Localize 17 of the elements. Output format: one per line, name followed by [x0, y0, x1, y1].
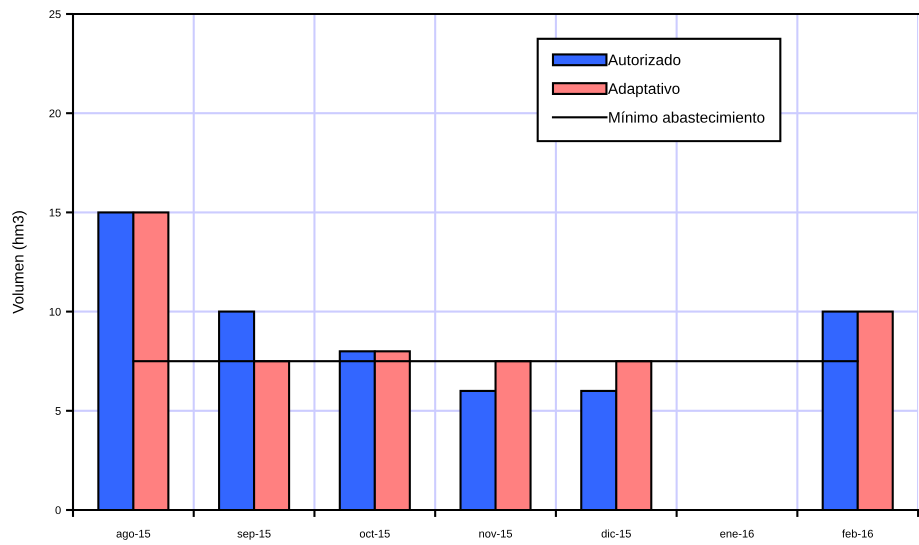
legend-label: Mínimo abastecimiento [609, 111, 764, 123]
y-tick-label: 0 [55, 506, 61, 514]
y-tick-label: 15 [50, 208, 61, 217]
x-tick-label: feb-16 [842, 529, 873, 538]
x-tick-label: dic-15 [602, 529, 631, 538]
x-tick-label: nov-15 [479, 530, 512, 538]
y-axis-title: Volumen (hm3) [12, 211, 27, 314]
legend-label: Adaptativo [608, 82, 680, 98]
x-tick-label: sep-15 [237, 530, 271, 540]
legend-label: Autorizado [608, 54, 680, 66]
y-tick-label: 5 [55, 407, 61, 415]
x-tick-label: ene-16 [720, 530, 754, 538]
x-tick-label: oct-15 [360, 530, 390, 538]
y-tick-label: 20 [49, 109, 61, 118]
x-tick-label: ago-15 [116, 530, 150, 540]
y-tick-label: 25 [49, 10, 61, 18]
y-tick-label: 10 [50, 308, 61, 316]
